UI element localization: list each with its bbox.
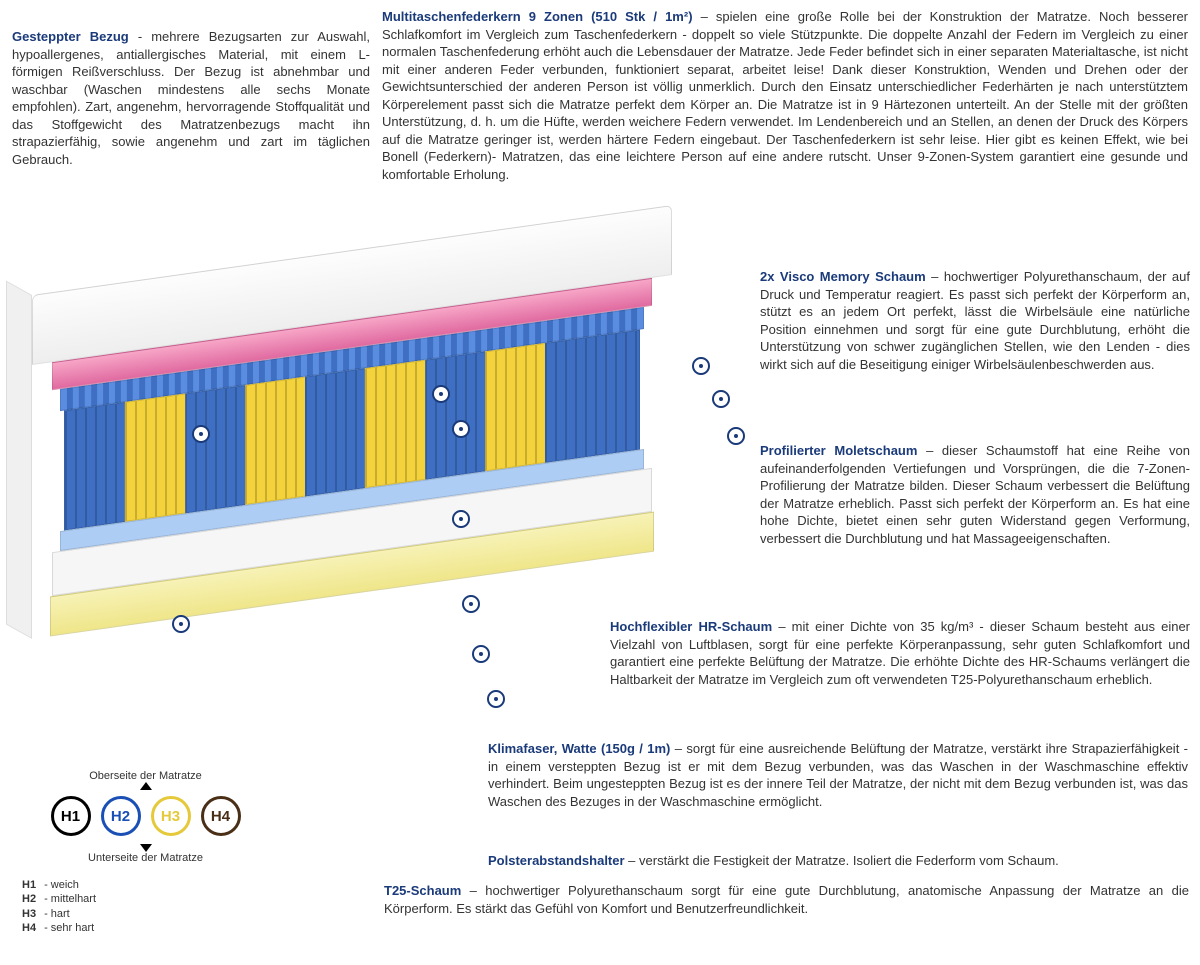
legend-val: - weich — [40, 878, 100, 892]
cover-description: Gesteppter Bezug - mehrere Bezugsarten z… — [12, 28, 370, 168]
multispring-body: – spielen eine große Rolle bei der Konst… — [382, 9, 1188, 182]
legend-key: H3 — [18, 907, 40, 921]
callout-marker — [487, 690, 505, 708]
table-row: H4- sehr hart — [18, 921, 100, 935]
legend-key-table: H1- weich H2- mittelhart H3- hart H4- se… — [18, 878, 100, 935]
mattress-cutaway-illustration — [12, 235, 717, 785]
polster-title: Polsterabstandshalter — [488, 853, 625, 868]
hardness-legend: Oberseite der Matratze H1 H2 H3 H4 Unter… — [18, 770, 273, 935]
t25-title: T25-Schaum — [384, 883, 461, 898]
legend-top-label: Oberseite der Matratze — [18, 770, 273, 782]
arrow-down-icon — [140, 844, 152, 852]
table-row: H1- weich — [18, 878, 100, 892]
hr-description: Hochflexibler HR-Schaum – mit einer Dich… — [610, 618, 1190, 688]
table-row: H2- mittelhart — [18, 892, 100, 906]
callout-marker — [192, 425, 210, 443]
callout-marker — [462, 595, 480, 613]
visco-description: 2x Visco Memory Schaum – hochwertiger Po… — [760, 268, 1190, 373]
t25-body: – hochwertiger Polyurethanschaum sorgt f… — [384, 883, 1189, 916]
callout-marker — [472, 645, 490, 663]
cover-title: Gesteppter Bezug — [12, 29, 129, 44]
hardness-circle-h1: H1 — [51, 796, 91, 836]
callout-marker — [432, 385, 450, 403]
callout-marker — [727, 427, 745, 445]
legend-key: H2 — [18, 892, 40, 906]
callout-marker — [452, 510, 470, 528]
klima-title: Klimafaser, Watte (150g / 1m) — [488, 741, 670, 756]
table-row: H3- hart — [18, 907, 100, 921]
legend-val: - sehr hart — [40, 921, 100, 935]
callout-marker — [692, 357, 710, 375]
cover-body: - mehrere Bezugsarten zur Auswahl, hypoa… — [12, 29, 370, 167]
legend-circles: H1 H2 H3 H4 — [18, 790, 273, 844]
multispring-description: Multitaschenfederkern 9 Zonen (510 Stk /… — [382, 8, 1188, 183]
arrow-up-icon — [140, 782, 152, 790]
t25-description: T25-Schaum – hochwertiger Polyurethansch… — [384, 882, 1189, 917]
multispring-title: Multitaschenfederkern 9 Zonen (510 Stk /… — [382, 9, 693, 24]
visco-title: 2x Visco Memory Schaum — [760, 269, 926, 284]
polster-description: Polsterabstandshalter – verstärkt die Fe… — [488, 852, 1188, 870]
legend-val: - hart — [40, 907, 100, 921]
hardness-circle-h3: H3 — [151, 796, 191, 836]
legend-key: H1 — [18, 878, 40, 892]
visco-body: – hochwertiger Polyurethanschaum, der au… — [760, 269, 1190, 372]
hardness-circle-h4: H4 — [201, 796, 241, 836]
layer-cover-side — [6, 280, 32, 639]
callout-marker — [172, 615, 190, 633]
callout-marker — [452, 420, 470, 438]
hr-title: Hochflexibler HR-Schaum — [610, 619, 772, 634]
polster-body: – verstärkt die Festigkeit der Matratze.… — [628, 853, 1059, 868]
legend-bottom-label: Unterseite der Matratze — [18, 852, 273, 864]
legend-key: H4 — [18, 921, 40, 935]
molet-description: Profilierter Moletschaum – dieser Schaum… — [760, 442, 1190, 547]
callout-marker — [712, 390, 730, 408]
molet-title: Profilierter Moletschaum — [760, 443, 917, 458]
hardness-circle-h2: H2 — [101, 796, 141, 836]
legend-val: - mittelhart — [40, 892, 100, 906]
klima-description: Klimafaser, Watte (150g / 1m) – sorgt fü… — [488, 740, 1188, 810]
molet-body: – dieser Schaumstoff hat eine Reihe von … — [760, 443, 1190, 546]
